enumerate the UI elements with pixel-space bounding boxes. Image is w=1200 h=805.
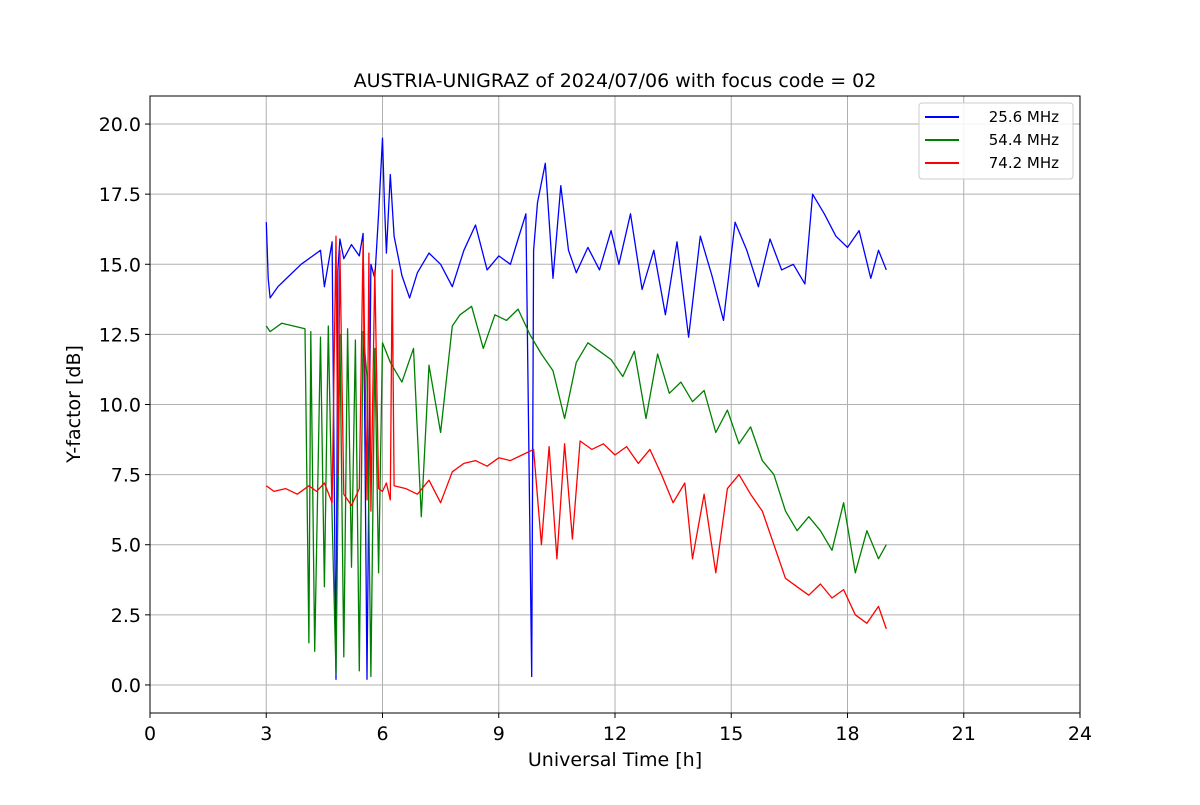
y-tick-label: 5.0 — [111, 535, 141, 557]
y-tick-label: 20.0 — [99, 114, 141, 136]
y-tick-label: 2.5 — [111, 605, 141, 627]
x-tick-label: 24 — [1068, 723, 1092, 745]
x-tick-label: 0 — [144, 723, 156, 745]
y-tick-label: 12.5 — [99, 324, 141, 346]
y-tick-label: 0.0 — [111, 675, 141, 697]
x-tick-label: 6 — [376, 723, 388, 745]
legend-label: 74.2 MHz — [989, 154, 1059, 172]
series-line-0 — [265, 137, 887, 680]
y-tick-label: 17.5 — [99, 184, 141, 206]
x-tick-label: 9 — [493, 723, 505, 745]
x-tick-label: 12 — [603, 723, 627, 745]
x-axis-label: Universal Time [h] — [528, 749, 702, 771]
x-tick-label: 21 — [952, 723, 976, 745]
legend: 25.6 MHz 54.4 MHz 74.2 MHz — [918, 102, 1074, 180]
y-axis-label: Y-factor [dB] — [63, 345, 85, 464]
legend-label: 25.6 MHz — [989, 108, 1059, 126]
x-tick-label: 18 — [835, 723, 859, 745]
y-tick-label: 10.0 — [99, 395, 141, 417]
ticks: 0 3 6 9 12 15 18 21 24 0.0 2.5 5.0 7.5 10.0 12.5 15.0 17… — [99, 114, 1092, 745]
x-tick-label: 15 — [719, 723, 743, 745]
y-tick-label: 15.0 — [99, 254, 141, 276]
series-line-2 — [265, 235, 887, 630]
y-tick-label: 7.5 — [111, 465, 141, 487]
legend-label: 54.4 MHz — [989, 131, 1059, 149]
series-line-1 — [265, 305, 887, 678]
x-tick-label: 3 — [260, 723, 272, 745]
chart-title: AUSTRIA-UNIGRAZ of 2024/07/06 with focus… — [354, 70, 877, 92]
series-layer — [265, 137, 887, 680]
legend-box — [918, 102, 1074, 180]
